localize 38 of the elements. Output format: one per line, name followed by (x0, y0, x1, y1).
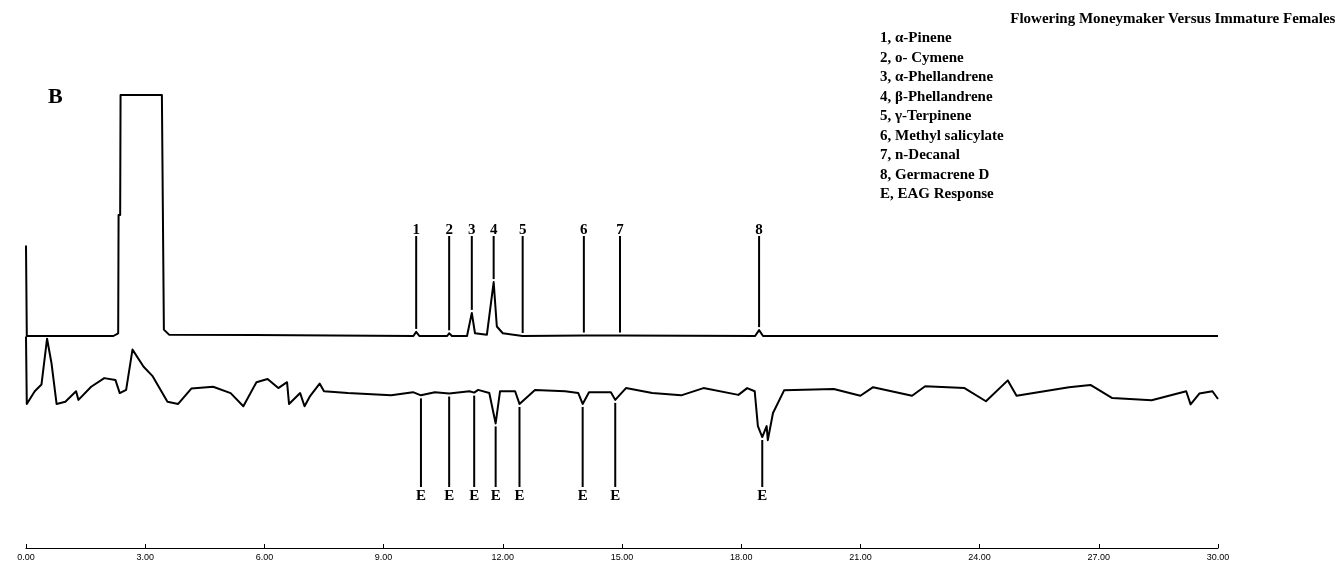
annotation: E (757, 486, 768, 503)
text: 3, α-Phellandrene (880, 68, 994, 84)
annotation: 6 (580, 220, 589, 237)
x-tick-label: 9.00 (374, 551, 393, 562)
annotation: E (514, 486, 525, 503)
annotation: B (48, 82, 63, 108)
annotation: E (490, 486, 501, 503)
x-tick-label: 18.00 (729, 551, 753, 562)
annotation: E (577, 486, 588, 503)
annotation: 5 (518, 220, 527, 237)
annotation: E (415, 486, 426, 503)
x-tick-label: 0.00 (17, 551, 35, 562)
annotation: E (469, 486, 480, 503)
x-tick-label: 24.00 (968, 551, 991, 562)
annotation: 4 (489, 220, 498, 237)
x-tick-label: 15.00 (610, 551, 634, 562)
x-tick-label: 12.00 (491, 551, 515, 562)
annotation: 3 (468, 220, 476, 237)
annotation: 1 (412, 220, 420, 237)
annotation: E (444, 486, 455, 503)
text: 2, o- Cymene (880, 48, 965, 65)
annotation: 4, β-Phellandrene (880, 87, 993, 104)
annotation: 2 (445, 220, 453, 237)
annotation: E (610, 486, 621, 503)
x-tick-label: 21.00 (849, 551, 872, 562)
x-tick-label: 3.00 (136, 551, 154, 562)
x-tick-label: 6.00 (255, 551, 274, 562)
annotation: 8, Germacrene D (880, 165, 990, 182)
text: 1, α-Pinene (880, 29, 953, 45)
annotation: E, EAG Response (880, 185, 995, 201)
annotation: 8 (755, 220, 763, 237)
annotation: 7, n-Decanal (880, 146, 960, 162)
x-tick-label: 27.00 (1087, 551, 1111, 562)
annotation: 5, γ-Terpinene (880, 107, 972, 123)
annotation: 6, Methyl salicylate (880, 126, 1005, 143)
x-tick-label: 30.00 (1206, 551, 1230, 562)
chart-title: Flowering Moneymaker Versus Immature Females (1010, 9, 1336, 26)
annotation: 7 (616, 220, 625, 237)
